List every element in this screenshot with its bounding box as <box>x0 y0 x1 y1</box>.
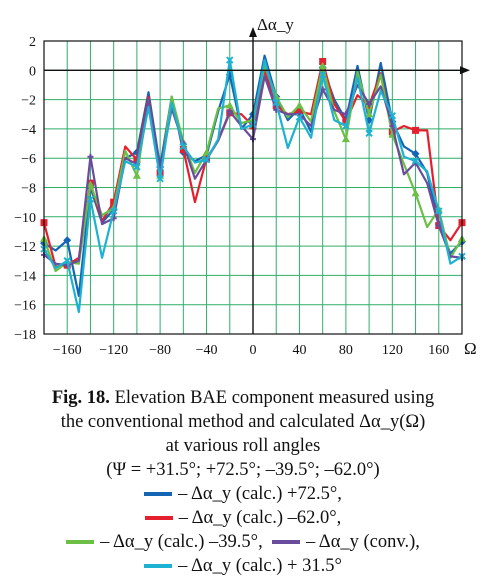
data-point <box>133 163 141 171</box>
caption-line-3: at various roll angles <box>165 436 321 456</box>
caption-text-1: Elevation BAE component measured using <box>109 388 435 408</box>
data-point <box>132 171 141 179</box>
data-point <box>87 153 94 160</box>
x-tick-label: −120 <box>99 343 128 358</box>
legend-item-calc-minus62: – Δα_y (calc.) –62.0°, <box>144 506 342 530</box>
legend-item-calc-minus39: – Δα_y (calc.) –39.5°, <box>66 530 263 554</box>
data-point <box>202 155 211 164</box>
data-point <box>411 149 420 158</box>
caption-line-2: the conventional method and calculated Δ… <box>60 412 426 432</box>
data-point <box>86 195 95 203</box>
data-point <box>342 122 350 130</box>
data-point <box>156 175 164 183</box>
legend-item-conv: – Δα_y (conv.), <box>271 530 420 554</box>
data-point <box>412 126 420 134</box>
figure-number: Fig. 18. <box>51 388 110 408</box>
figure-caption: Fig. 18. Elevation BAE component measure… <box>0 386 486 578</box>
data-point <box>63 257 71 265</box>
data-point <box>110 198 118 206</box>
data-point <box>318 70 327 79</box>
y-tick-label: −4 <box>21 123 36 138</box>
y-tick-label: 2 <box>29 35 36 50</box>
axes <box>43 27 470 335</box>
data-point <box>365 110 374 118</box>
y-tick-label: −16 <box>14 299 36 314</box>
x-tick-label: 160 <box>428 343 449 358</box>
data-point <box>295 101 304 109</box>
x-tick-label: 120 <box>382 343 403 358</box>
legend-label: – Δα_y (conv.), <box>305 532 420 552</box>
data-point <box>179 145 187 153</box>
data-point <box>365 129 373 138</box>
legend-label: – Δα_y (calc.) –62.0°, <box>178 508 342 528</box>
data-point <box>63 236 72 245</box>
data-point <box>202 148 211 156</box>
data-point <box>411 189 420 197</box>
y-tick-label: −10 <box>14 211 36 226</box>
y-tick-label: −12 <box>14 240 36 255</box>
x-tick-label: 40 <box>292 343 306 358</box>
data-point <box>295 113 304 121</box>
x-axis-label: Ω <box>464 339 477 358</box>
y-tick-label: −18 <box>14 328 36 343</box>
x-tick-label: −80 <box>149 343 171 358</box>
legend-item-calc-31: – Δα_y (calc.) + 31.5° <box>144 554 342 578</box>
legend-label: – Δα_y (calc.) + 31.5° <box>178 556 342 576</box>
data-point <box>225 101 234 109</box>
data-point <box>411 157 420 165</box>
y-axis-label: Δα_y <box>257 15 294 34</box>
data-point <box>318 61 327 69</box>
y-axis-arrow <box>249 27 257 37</box>
caption-line-1: Fig. 18. Elevation BAE component measure… <box>0 386 486 410</box>
legend: – Δα_y (calc.) +72.5°, – Δα_y (calc.) –6… <box>0 482 486 578</box>
data-point <box>109 207 118 215</box>
data-point <box>341 135 350 143</box>
legend-swatch <box>66 539 95 544</box>
x-tick-label: 80 <box>339 343 353 358</box>
data-point <box>226 108 233 115</box>
y-tick-label: −6 <box>21 152 36 167</box>
x-tick-label: −160 <box>53 343 82 358</box>
legend-swatch <box>144 491 173 496</box>
legend-swatch <box>271 539 300 544</box>
data-point <box>226 56 234 64</box>
tick-labels: −160 −120 −80 −40 0 40 80 120 160 2 0 −2 −4 −6 −8 −10 −1… <box>14 15 477 358</box>
data-point <box>86 180 95 188</box>
legend-item-calc-72: – Δα_y (calc.) +72.5°, <box>144 482 342 506</box>
data-point <box>435 207 443 215</box>
data-point <box>388 112 397 120</box>
chart: −160 −120 −80 −40 0 40 80 120 160 2 0 −2 −4 −6 −8 −10 −1… <box>14 15 477 358</box>
legend-label: – Δα_y (calc.) +72.5°, <box>178 484 342 504</box>
y-tick-label: 0 <box>29 64 36 79</box>
legend-label: – Δα_y (calc.) –39.5°, <box>100 532 263 552</box>
x-axis-arrow <box>460 66 470 75</box>
data-point <box>319 58 327 66</box>
x-tick-label: −40 <box>196 343 218 358</box>
x-tick-label: 0 <box>250 343 257 358</box>
caption-line-4: (Ψ = +31.5°; +72.5°; –39.5°; –62.0°) <box>106 460 380 480</box>
y-tick-label: −2 <box>21 94 36 109</box>
legend-swatch <box>144 563 173 568</box>
y-tick-label: −8 <box>21 182 36 197</box>
data-point <box>366 100 373 107</box>
data-point <box>179 142 188 151</box>
data-point <box>435 222 442 229</box>
legend-swatch <box>144 515 173 520</box>
y-tick-label: −14 <box>14 269 36 284</box>
data-point <box>272 98 280 107</box>
